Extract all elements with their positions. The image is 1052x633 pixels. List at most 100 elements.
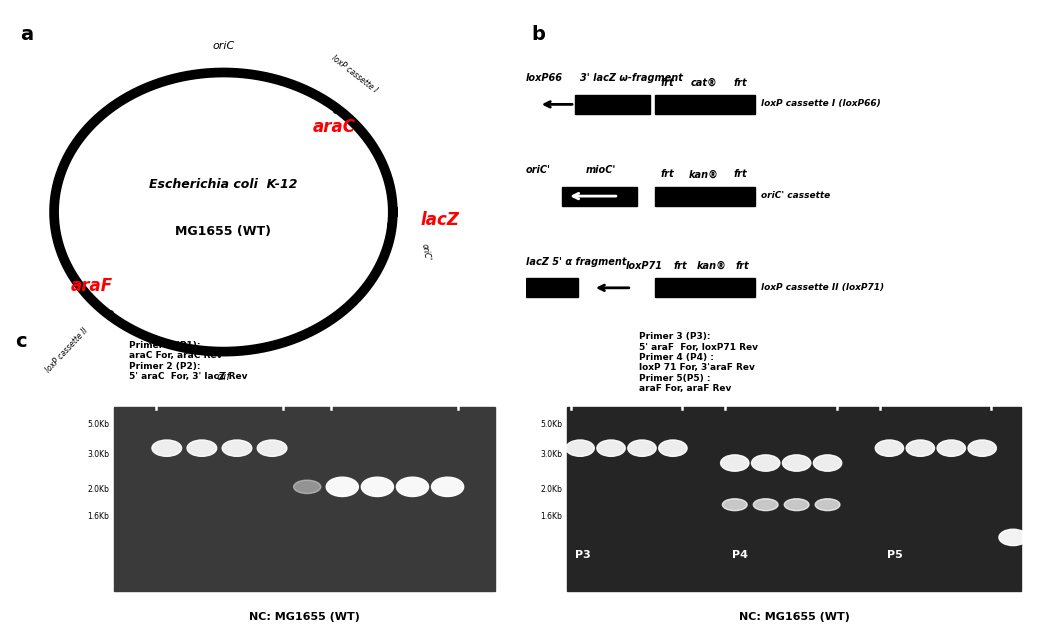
- Text: araF: araF: [70, 277, 113, 294]
- Text: C9: C9: [197, 596, 207, 605]
- Ellipse shape: [906, 440, 934, 456]
- Text: MG1655 (WT): MG1655 (WT): [176, 225, 271, 239]
- Text: mioC': mioC': [585, 165, 615, 175]
- Ellipse shape: [753, 499, 778, 511]
- Text: loxP cassette I (loxP66): loxP cassette I (loxP66): [761, 99, 881, 108]
- Ellipse shape: [875, 440, 904, 456]
- Text: Primer 1 (P1):
araC For, araC Rev
Primer 2 (P2):
5' araC  For, 3' lacZ Rev: Primer 1 (P1): araC For, araC Rev Primer…: [129, 341, 247, 381]
- Text: b: b: [531, 25, 545, 44]
- Ellipse shape: [815, 499, 839, 511]
- Ellipse shape: [751, 455, 780, 471]
- Text: 2.0Kb: 2.0Kb: [87, 486, 109, 494]
- Ellipse shape: [999, 529, 1028, 546]
- Text: frt: frt: [733, 170, 747, 179]
- Bar: [115, 406, 495, 591]
- Text: C10: C10: [944, 596, 958, 601]
- Text: C10: C10: [634, 596, 649, 601]
- Ellipse shape: [222, 440, 251, 456]
- Text: 1.6Kb: 1.6Kb: [87, 512, 109, 521]
- Text: oriC': oriC': [526, 165, 551, 175]
- Text: C1: C1: [730, 596, 740, 601]
- Text: M: M: [127, 596, 136, 605]
- Text: frt: frt: [674, 261, 687, 271]
- Text: Primer 3 (P3):
5' araF  For, loxP71 Rev
Primer 4 (P4) :
loxP 71 For, 3'araF Rev
: Primer 3 (P3): 5' araF For, loxP71 Rev P…: [640, 332, 758, 393]
- Text: P5: P5: [928, 382, 944, 392]
- Ellipse shape: [566, 440, 594, 456]
- Text: P5: P5: [887, 550, 903, 560]
- Text: C12: C12: [975, 596, 990, 601]
- Text: NC: NC: [699, 596, 709, 601]
- Text: NC: NC: [853, 596, 864, 601]
- Ellipse shape: [723, 499, 747, 511]
- Text: frt: frt: [733, 78, 747, 87]
- Ellipse shape: [968, 440, 996, 456]
- Ellipse shape: [659, 440, 687, 456]
- Text: C12: C12: [440, 596, 456, 605]
- Text: frt: frt: [735, 261, 749, 271]
- Text: loxP71: loxP71: [626, 261, 663, 271]
- Text: loxP cassette II: loxP cassette II: [43, 327, 89, 375]
- Ellipse shape: [431, 477, 464, 496]
- Ellipse shape: [361, 477, 393, 496]
- Text: araC: araC: [313, 118, 357, 136]
- Text: C9: C9: [761, 596, 771, 601]
- Text: C10: C10: [789, 596, 804, 601]
- Text: C12: C12: [264, 596, 280, 605]
- Ellipse shape: [721, 455, 749, 471]
- Text: loxP cassette I: loxP cassette I: [330, 53, 379, 94]
- Ellipse shape: [258, 440, 287, 456]
- Bar: [562, 187, 636, 206]
- Text: C1: C1: [337, 596, 348, 605]
- Text: kan®: kan®: [696, 261, 727, 271]
- Text: kan®: kan®: [689, 170, 719, 179]
- Text: 3.0Kb: 3.0Kb: [540, 449, 562, 459]
- Ellipse shape: [937, 440, 966, 456]
- Ellipse shape: [813, 455, 842, 471]
- Text: P3: P3: [575, 550, 591, 560]
- Text: Escherichia coli  K-12: Escherichia coli K-12: [149, 178, 298, 191]
- Text: P4: P4: [732, 550, 748, 560]
- Text: C1: C1: [885, 596, 894, 601]
- Text: C1: C1: [161, 596, 173, 605]
- Text: NC: MG1655 (WT): NC: MG1655 (WT): [249, 611, 360, 622]
- Ellipse shape: [187, 440, 217, 456]
- Text: cat®: cat®: [690, 78, 717, 87]
- Text: C9: C9: [915, 596, 926, 601]
- Bar: [654, 187, 755, 206]
- Text: oriC' cassette: oriC' cassette: [761, 191, 830, 200]
- Text: c: c: [16, 332, 27, 351]
- Text: dif: dif: [217, 372, 230, 382]
- Text: oriC': oriC': [420, 243, 432, 261]
- Bar: [575, 95, 650, 114]
- Ellipse shape: [783, 455, 811, 471]
- Text: 5.0Kb: 5.0Kb: [87, 420, 109, 429]
- Ellipse shape: [151, 440, 182, 456]
- Text: NC: NC: [477, 596, 489, 605]
- Text: P4: P4: [773, 382, 789, 392]
- Text: P3: P3: [619, 382, 634, 392]
- Text: C1: C1: [575, 596, 585, 601]
- Text: lacZ: lacZ: [420, 211, 459, 229]
- Text: loxP cassette II (loxP71): loxP cassette II (loxP71): [761, 282, 884, 292]
- Text: NC: NC: [301, 596, 313, 605]
- Text: lacZ 5' α fragment: lacZ 5' α fragment: [526, 257, 627, 267]
- Text: 3.0Kb: 3.0Kb: [87, 449, 109, 459]
- Text: a: a: [20, 25, 34, 44]
- Text: C10: C10: [229, 596, 245, 605]
- Text: C10: C10: [404, 596, 421, 605]
- Text: NC: NC: [1008, 596, 1018, 601]
- Ellipse shape: [397, 477, 428, 496]
- Ellipse shape: [628, 440, 656, 456]
- Text: oriC: oriC: [213, 41, 235, 51]
- Text: frt: frt: [661, 78, 674, 87]
- Ellipse shape: [784, 499, 809, 511]
- Bar: [526, 279, 578, 298]
- Ellipse shape: [326, 477, 359, 496]
- Text: C12: C12: [666, 596, 681, 601]
- Text: C9: C9: [606, 596, 616, 601]
- Text: P2: P2: [387, 382, 403, 392]
- Text: 1.6Kb: 1.6Kb: [541, 512, 562, 521]
- Bar: [567, 406, 1020, 591]
- Text: 2.0Kb: 2.0Kb: [541, 486, 562, 494]
- Text: 5.0Kb: 5.0Kb: [540, 420, 562, 429]
